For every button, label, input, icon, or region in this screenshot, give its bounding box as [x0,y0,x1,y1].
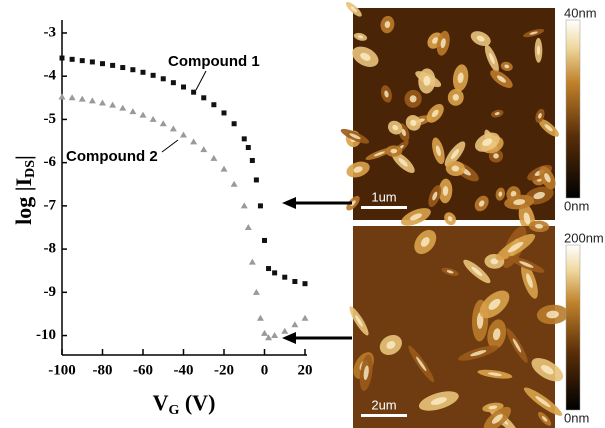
marker [161,76,166,81]
marker [201,95,206,100]
scale-bar-label: 2um [371,397,396,412]
y-tick-label: -5 [44,111,57,127]
scale-bar [361,206,407,209]
marker [210,155,217,161]
marker [150,116,157,122]
x-tick-label: 0 [261,362,269,378]
colorbar [566,20,580,198]
marker [222,110,227,115]
marker [232,121,237,126]
scale-bar [361,414,407,417]
marker [170,125,177,131]
marker [282,275,287,280]
marker [281,328,288,334]
marker [130,67,135,72]
marker [253,289,260,295]
y-tick-label: -10 [36,327,56,343]
marker [100,61,105,66]
marker [292,279,297,284]
marker [291,321,298,327]
marker [191,90,196,95]
colorbar-max: 200nm [564,230,604,245]
y-axis-label: log |IDS| [11,155,38,225]
colorbar-min: 0nm [564,410,589,425]
marker [271,332,278,338]
marker [109,102,116,108]
marker [303,281,308,286]
leader-line [162,140,178,152]
marker [160,120,167,126]
figure: 1um 40nm 0nm 2um 200nm 0nm log |IDS| VG (V) C… [0,0,605,428]
marker [90,59,95,64]
marker [180,131,187,137]
marker [246,145,251,150]
marker [262,238,267,243]
marker [59,93,66,99]
marker [211,102,216,107]
marker [302,315,309,321]
leader-line [196,71,206,90]
marker [190,138,197,144]
marker [119,105,126,111]
marker [257,315,264,321]
marker [261,330,268,336]
marker [141,70,146,75]
marker [129,108,136,114]
scale-bar-label: 1um [371,189,396,204]
y-tick-label: -9 [44,284,57,300]
y-tick-label: -3 [44,24,57,40]
y-tick-label: -4 [44,68,57,84]
annotation: Compound 1 [168,53,260,70]
marker [70,57,75,62]
marker [242,136,247,141]
x-tick-label: -80 [93,362,113,378]
marker [200,146,207,152]
marker [151,73,156,78]
marker [89,97,96,103]
marker [258,203,263,208]
x-tick-label: -20 [214,362,234,378]
marker [250,158,255,163]
colorbar [566,245,580,410]
marker [140,112,147,118]
x-tick-label: -100 [48,362,76,378]
marker [69,94,76,100]
y-tick-label: -8 [44,241,57,257]
marker [231,181,238,187]
marker [60,56,65,61]
marker [254,177,259,182]
marker [181,85,186,90]
arrow-head [282,332,296,344]
x-tick-label: -60 [133,362,153,378]
marker [171,80,176,85]
marker [99,99,106,105]
marker [266,266,271,271]
colorbar-min: 0nm [564,198,589,213]
marker [110,63,115,68]
marker [80,58,85,63]
marker [79,96,86,102]
arrow-head [282,197,296,209]
colorbar-max: 40nm [564,5,597,20]
y-tick-label: -6 [44,154,57,170]
marker [272,270,277,275]
x-tick-label: -40 [174,362,194,378]
marker [120,65,125,70]
marker [241,202,248,208]
x-tick-label: 20 [298,362,313,378]
afm-background [353,8,555,220]
marker [245,224,252,230]
marker [249,259,256,265]
afm-images: 1um 40nm 0nm 2um 200nm 0nm [339,0,604,428]
x-axis-label: VG (V) [153,390,216,418]
y-tick-label: -7 [44,197,57,213]
marker [221,166,228,172]
annotation: Compound 2 [66,148,158,165]
